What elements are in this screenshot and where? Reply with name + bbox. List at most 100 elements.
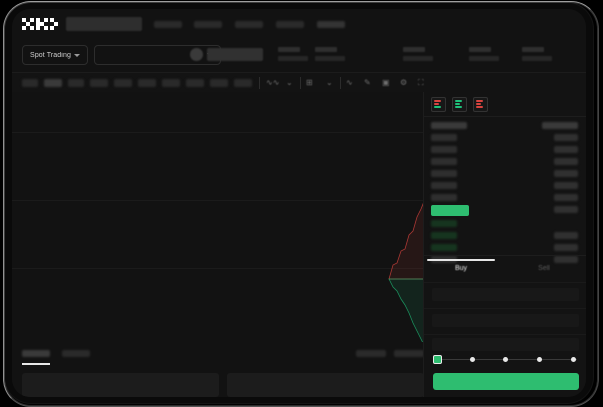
camera-snapshot-icon[interactable]: ▣ (382, 78, 390, 87)
nav-item-1[interactable] (194, 21, 222, 28)
candle-body (277, 278, 281, 284)
bottom-tab-1[interactable] (62, 350, 90, 357)
order-amount-field[interactable] (432, 314, 579, 327)
form-divider (424, 334, 586, 335)
ask-price[interactable] (431, 134, 457, 141)
both-depth-icon[interactable] (431, 97, 446, 112)
market-stat-4 (522, 47, 552, 61)
search-input[interactable] (66, 17, 142, 31)
bid-price[interactable] (431, 232, 457, 239)
nav-item-3[interactable] (276, 21, 304, 28)
place-buy-order-button[interactable] (433, 373, 579, 390)
buy-tab-indicator (427, 259, 495, 261)
market-info-bar: Spot Trading (12, 38, 586, 72)
okx-logo-icon[interactable] (22, 18, 58, 30)
bottom-action-1[interactable] (394, 350, 424, 357)
nav-item-0[interactable] (154, 21, 182, 28)
candle-body (116, 224, 120, 232)
ask-price[interactable] (431, 194, 457, 201)
candle-body (18, 268, 22, 276)
candle-body (25, 270, 29, 276)
ask-amount (554, 182, 578, 189)
timeframe-button-6[interactable] (162, 79, 180, 87)
order-book-header-price (431, 122, 467, 129)
ask-price[interactable] (431, 182, 457, 189)
candle-body (95, 232, 99, 264)
candle-body (179, 298, 183, 304)
market-stat-label (403, 47, 425, 52)
order-book-header-amount (542, 122, 578, 129)
tab-sell[interactable]: Sell (538, 265, 550, 272)
candle-body (88, 252, 92, 264)
price-chart[interactable] (12, 92, 423, 342)
candle-body (284, 242, 288, 284)
timeframe-button-9[interactable] (234, 79, 252, 87)
ask-price[interactable] (431, 146, 457, 153)
timeframe-button-8[interactable] (210, 79, 228, 87)
bids-depth-icon[interactable] (452, 97, 467, 112)
market-stat-label (469, 47, 491, 52)
order-price-field[interactable] (432, 288, 579, 301)
candle-body (340, 234, 344, 244)
ask-amount (554, 194, 578, 201)
ask-price[interactable] (431, 170, 457, 177)
chart-toolbar: ∿∿ ⌄ ⊞ ⌄ ∿ ✎ ▣ ⚙ ⛶ (12, 72, 586, 94)
asks-depth-icon[interactable] (473, 97, 488, 112)
candle-body (298, 210, 302, 226)
chevron-down-icon[interactable]: ⌄ (286, 78, 293, 87)
candle-body (74, 270, 78, 288)
order-book-divider-2 (424, 255, 586, 256)
candle-body (256, 282, 260, 288)
indicators-icon[interactable]: ∿∿ (266, 78, 280, 87)
compare-icon[interactable]: ⊞ (306, 78, 313, 87)
ask-price[interactable] (431, 158, 457, 165)
draw-pencil-icon[interactable]: ✎ (364, 78, 371, 87)
market-stat-value (469, 56, 499, 61)
slider-stop-25[interactable] (470, 356, 475, 362)
chevron-down-icon[interactable]: ⌄ (326, 78, 333, 87)
line-style-icon[interactable]: ∿ (346, 78, 353, 87)
candle-body (60, 280, 64, 298)
nav-item-4[interactable] (317, 21, 345, 28)
candle-body (368, 218, 372, 228)
slider-stop-50[interactable] (503, 356, 508, 362)
timeframe-button-1[interactable] (44, 79, 62, 87)
candle-body (319, 248, 323, 256)
candle-body (32, 272, 36, 284)
timeframe-button-5[interactable] (138, 79, 156, 87)
market-stat-label (278, 47, 300, 52)
slider-handle[interactable] (433, 355, 442, 364)
bid-price[interactable] (431, 220, 457, 227)
bid-price[interactable] (431, 244, 457, 251)
timeframe-button-3[interactable] (90, 79, 108, 87)
form-divider (424, 282, 586, 283)
candle-body (375, 204, 379, 218)
candle-body (137, 240, 141, 250)
app-screen: Spot Trading (12, 9, 586, 397)
tab-buy[interactable]: Buy (454, 265, 468, 272)
timeframe-button-7[interactable] (186, 79, 204, 87)
top-nav-bar (12, 9, 586, 38)
form-divider (424, 308, 586, 309)
nav-item-2[interactable] (235, 21, 263, 28)
order-total-field[interactable] (432, 338, 579, 351)
bottom-content-panel-1[interactable] (227, 373, 424, 397)
bottom-action-0[interactable] (356, 350, 386, 357)
trade-mode-dropdown[interactable]: Spot Trading (22, 45, 88, 65)
candle-body (214, 288, 218, 302)
bottom-content-panel-0[interactable] (22, 373, 219, 397)
fullscreen-icon[interactable]: ⛶ (418, 78, 424, 87)
candle-body (144, 240, 148, 260)
timeframe-button-2[interactable] (68, 79, 84, 87)
timeframe-button-0[interactable] (22, 79, 38, 87)
slider-stop-100[interactable] (571, 356, 576, 362)
bottom-tab-0[interactable] (22, 350, 50, 357)
timeframe-button-4[interactable] (114, 79, 132, 87)
candle-body (81, 252, 85, 270)
settings-gear-icon[interactable]: ⚙ (400, 78, 408, 87)
amount-slider[interactable] (433, 354, 579, 364)
order-book-divider (424, 116, 586, 117)
slider-stop-75[interactable] (537, 356, 542, 362)
candle-body (382, 204, 386, 214)
ask-amount (554, 170, 578, 177)
